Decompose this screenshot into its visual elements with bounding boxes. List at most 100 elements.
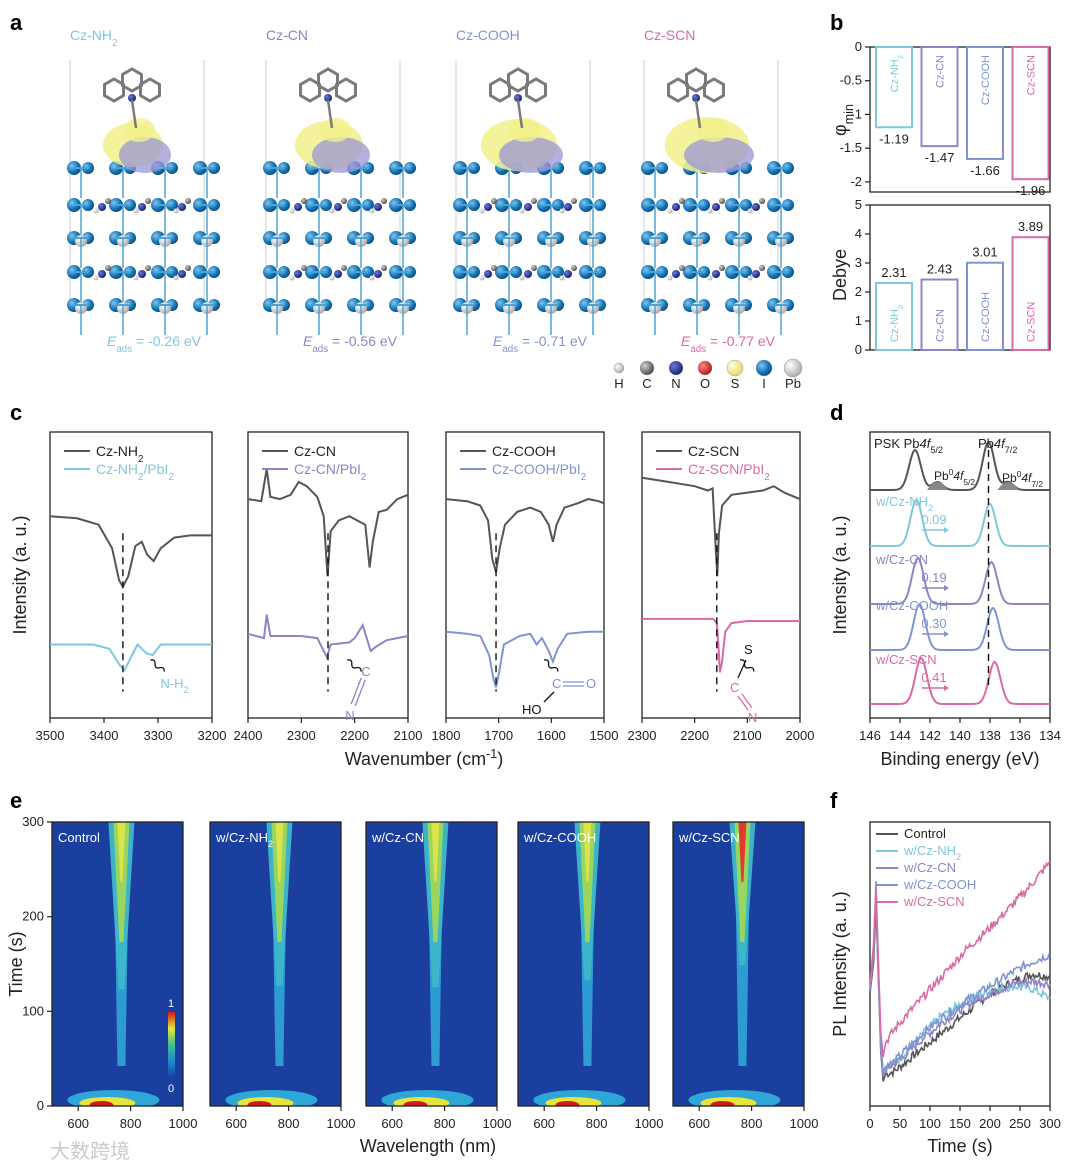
x-tick-label: 3300 — [144, 728, 173, 743]
carbon-atom — [719, 198, 725, 204]
carbon-atom — [341, 198, 347, 204]
carbazole-ring — [703, 77, 725, 103]
carbon-atom — [381, 265, 387, 271]
x-tick-label: 600 — [67, 1116, 89, 1131]
carbon-atom — [491, 198, 497, 204]
x-axis-label: Binding energy (eV) — [880, 749, 1039, 769]
atom-legend-swatch — [668, 360, 684, 376]
shift-arrow-head — [944, 631, 949, 637]
xps-spectrum-line — [870, 440, 1050, 491]
linker-bond — [130, 99, 138, 129]
y-axis-label: Intensity (a. u.) — [830, 515, 850, 634]
series-label: w/Cz-NH2 — [875, 494, 933, 513]
triple-bond — [741, 693, 753, 709]
bar-value-label: -1.96 — [1016, 183, 1046, 198]
x-tick-label: 1000 — [483, 1116, 512, 1131]
triple-bond — [350, 677, 362, 705]
x-tick-label: 134 — [1039, 728, 1061, 743]
x-tick-label: 2200 — [340, 728, 369, 743]
x-tick-label: 3400 — [90, 728, 119, 743]
x-tick-label: 800 — [741, 1116, 763, 1131]
x-tick-label: 100 — [919, 1116, 941, 1131]
linker-bond — [516, 99, 524, 129]
shift-arrow-head — [944, 685, 949, 691]
x-tick-label: 2400 — [234, 728, 263, 743]
peak-label: Pb4f7/2 — [978, 436, 1017, 455]
triple-bond — [354, 679, 366, 707]
heatmap — [673, 822, 804, 1106]
y-axis-label: Time (s) — [6, 931, 26, 996]
carbazole-ring — [525, 77, 547, 103]
functional-group-label: C — [730, 680, 739, 695]
carbon-atom — [759, 265, 765, 271]
legend-label: Cz-COOH — [492, 443, 556, 459]
isosurface-purple — [499, 137, 563, 173]
isosurface-yellow — [697, 118, 729, 142]
carbon-atom — [531, 265, 537, 271]
legend-label: Control — [904, 826, 946, 841]
hydrogen-atom — [133, 208, 139, 214]
spectrum-line-pbi2 — [642, 617, 800, 673]
bar-category-label: Cz-SCN — [1026, 302, 1038, 342]
atom-legend-label: C — [642, 376, 651, 391]
bar-category-label: Cz-CN — [935, 55, 947, 88]
pb0-component — [997, 482, 1019, 490]
isosurface-purple — [119, 137, 171, 173]
legend-label: w/Cz-CN — [903, 860, 956, 875]
triple-bond — [737, 695, 749, 711]
heatmap — [210, 822, 341, 1106]
atom-legend-swatch — [639, 360, 655, 376]
x-tick-label: 150 — [949, 1116, 971, 1131]
atom-legend-swatch — [697, 360, 713, 376]
bar — [920, 46, 959, 148]
x-tick-label: 3200 — [198, 728, 227, 743]
carbon-atom — [105, 265, 111, 271]
hydrogen-atom — [667, 275, 673, 281]
nitrogen-atom — [564, 203, 572, 211]
shift-value-label: 0.19 — [921, 570, 946, 585]
bond-squiggle — [543, 659, 559, 672]
heatmap — [366, 822, 497, 1106]
carbazole-ring — [121, 67, 143, 93]
atom-legend-label: S — [731, 376, 740, 391]
hydrogen-atom — [667, 208, 673, 214]
carbon-atom — [185, 265, 191, 271]
nitrogen-atom — [672, 203, 680, 211]
legend-label: Cz-CN/PbI2 — [294, 461, 366, 483]
y-tick-label: 0 — [37, 1098, 44, 1113]
isosurface-purple — [312, 137, 370, 173]
carbon-atom — [531, 198, 537, 204]
carbazole-ring — [103, 77, 125, 103]
bar-category-label: Cz-NH2 — [889, 305, 905, 342]
x-tick-label: 600 — [225, 1116, 247, 1131]
nitrogen-atom — [712, 270, 720, 278]
emission-band-peak — [583, 822, 592, 882]
ftir-plot-frame — [641, 431, 801, 719]
nitrogen-atom — [324, 94, 332, 102]
colorbar — [168, 1012, 175, 1078]
series-label: w/Cz-SCN — [875, 652, 937, 667]
heatmap-frame — [209, 821, 342, 1107]
structure-title: Cz-SCN — [644, 27, 695, 43]
shift-value-label: 0.41 — [921, 670, 946, 685]
atom-legend-label: N — [671, 376, 680, 391]
heatmap-frame — [517, 821, 650, 1107]
isosurface-yellow — [123, 118, 155, 142]
x-tick-label: 2300 — [287, 728, 316, 743]
bar — [966, 261, 1004, 351]
hydrogen-atom — [369, 275, 375, 281]
single-bond — [543, 691, 555, 703]
x-tick-label: 800 — [120, 1116, 142, 1131]
x-tick-label: 600 — [381, 1116, 403, 1131]
legend-label: w/Cz-SCN — [903, 894, 965, 909]
y-tick-label: -1 — [850, 106, 862, 121]
spectrum-line-pbi2 — [247, 614, 409, 661]
bar-category-label: Cz-CN — [935, 309, 947, 342]
hydrogen-atom — [93, 275, 99, 281]
series-label: w/Cz-CN — [875, 552, 928, 567]
x-tick-label: 142 — [919, 728, 941, 743]
hydrogen-atom — [173, 275, 179, 281]
panel-label-d: d — [830, 400, 843, 425]
nitrogen-atom — [692, 94, 700, 102]
